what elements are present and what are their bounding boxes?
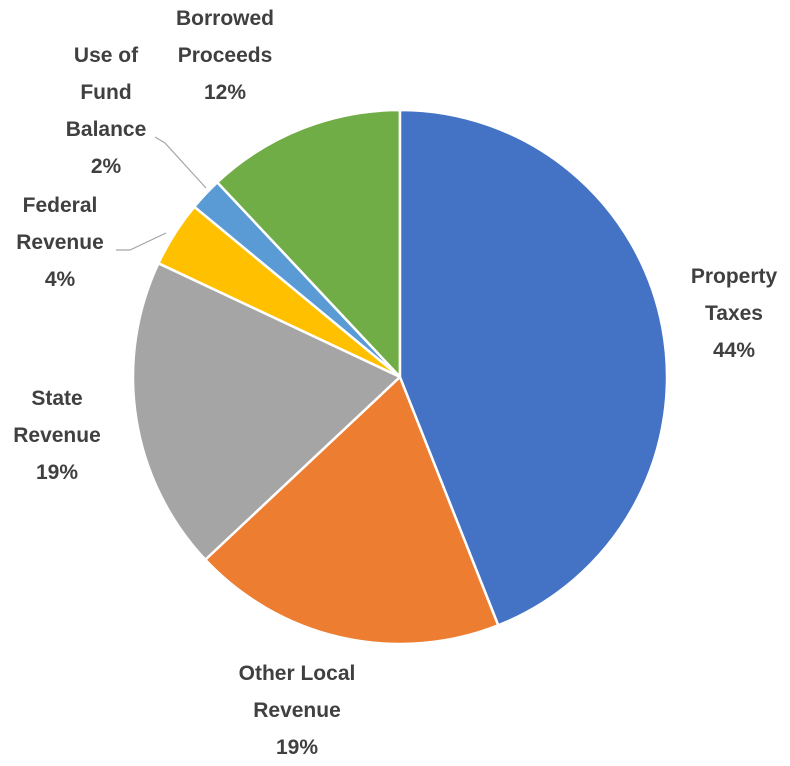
category-label: State Revenue xyxy=(13,387,101,447)
value-label: 19% xyxy=(275,736,319,759)
category-label: Borrowed Proceeds xyxy=(175,7,274,67)
data-label: Use of Fund Balance 2% xyxy=(58,37,154,185)
leader-line xyxy=(116,232,167,251)
value-label: 4% xyxy=(44,268,76,291)
pie-slice xyxy=(398,108,669,627)
data-label: Other Local Revenue 19% xyxy=(222,655,372,766)
leader-line xyxy=(154,136,207,189)
category-label: Use of Fund Balance xyxy=(65,44,147,141)
value-label: 12% xyxy=(203,81,247,104)
pie-slice xyxy=(203,374,500,646)
value-label: 44% xyxy=(712,339,756,362)
data-label: State Revenue 19% xyxy=(0,380,114,491)
pie-slice xyxy=(215,108,402,381)
value-label: 19% xyxy=(35,461,79,484)
pie-slice xyxy=(131,261,403,562)
data-label: Federal Revenue 4% xyxy=(5,187,115,298)
category-label: Federal Revenue xyxy=(16,194,104,254)
data-label: Borrowed Proceeds 12% xyxy=(160,0,290,111)
category-label: Property Taxes xyxy=(690,265,778,325)
value-label: 2% xyxy=(90,155,122,178)
category-label: Other Local Revenue xyxy=(238,662,356,722)
data-label: Property Taxes 44% xyxy=(674,258,790,369)
